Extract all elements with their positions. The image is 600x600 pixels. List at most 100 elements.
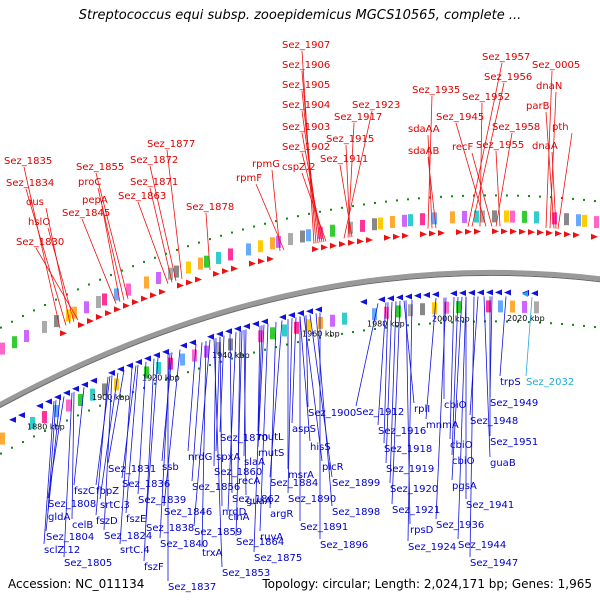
gene-label[interactable]: Sez_1836 <box>122 479 170 490</box>
gene-label[interactable]: Sez_1904 <box>282 100 330 111</box>
gene-label[interactable]: dnaN <box>536 81 562 92</box>
gene-label[interactable]: Sez_1947 <box>470 558 518 569</box>
gene-label[interactable]: Sez_1920 <box>390 484 438 495</box>
gene-label[interactable]: Sez_1906 <box>282 60 330 71</box>
gene-label[interactable]: Sez_1871 <box>130 177 178 188</box>
gene-label[interactable]: Sez_1872 <box>130 155 178 166</box>
gene-label[interactable]: mnmA <box>426 420 459 431</box>
gene-label[interactable]: pth <box>552 122 569 133</box>
gene-label[interactable]: hslO <box>28 217 50 228</box>
gene-label[interactable]: msrA <box>288 470 314 481</box>
gene-label[interactable]: aspS <box>292 424 316 435</box>
gene-label[interactable]: srtC.4 <box>120 545 150 556</box>
gene-label[interactable]: rpsD <box>410 525 434 536</box>
gene-label[interactable]: cbiO <box>452 456 475 467</box>
gene-label[interactable]: pepA <box>82 195 108 206</box>
gene-label[interactable]: nrdG <box>188 452 212 463</box>
gene-label[interactable]: Sez_2032 <box>526 377 574 388</box>
gene-label[interactable]: sclZ.12 <box>44 545 80 556</box>
gene-label[interactable]: Sez_1921 <box>392 505 440 516</box>
gene-label[interactable]: Sez_1831 <box>108 464 156 475</box>
gene-label[interactable]: fszE <box>126 514 146 525</box>
gene-label[interactable]: fbpZ <box>96 486 119 497</box>
gene-label[interactable]: Sez_1856 <box>192 482 240 493</box>
gene-label[interactable]: Sez_1951 <box>490 437 538 448</box>
gene-label[interactable]: Sez_1884 <box>270 478 318 489</box>
gene-label[interactable]: Sez_1957 <box>482 52 530 63</box>
gene-label[interactable]: Sez_1935 <box>412 85 460 96</box>
gene-label[interactable]: Sez_1907 <box>282 40 330 51</box>
gene-label[interactable]: Sez_1862 <box>232 494 280 505</box>
gene-label[interactable]: Sez_1877 <box>147 139 195 150</box>
gene-label[interactable]: Sez_1936 <box>436 520 484 531</box>
gene-label[interactable]: rpmF <box>236 173 262 184</box>
gene-label[interactable]: recF <box>452 142 474 153</box>
gene-label[interactable]: Sez_1902 <box>282 142 330 153</box>
gene-label[interactable]: Sez_1860 <box>214 467 262 478</box>
gene-labels[interactable]: Sez_1907 Sez_1906 Sez_1905 Sez_1904 Sez_1903… <box>4 40 580 593</box>
gene-label[interactable]: Sez_1834 <box>6 178 54 189</box>
gene-label[interactable]: gldA <box>48 512 70 523</box>
gene-label[interactable]: Sez_1916 <box>378 426 426 437</box>
gene-label[interactable]: ruvA <box>260 532 283 543</box>
gene-label[interactable]: fszD <box>96 516 118 527</box>
gene-label[interactable]: trxA <box>202 548 223 559</box>
gene-label[interactable]: Sez_1952 <box>462 92 510 103</box>
gene-label[interactable]: Sez_1859 <box>194 527 242 538</box>
gene-label[interactable]: Sez_1924 <box>408 542 456 553</box>
gene-label[interactable]: Sez_1911 <box>320 154 368 165</box>
gene-label[interactable]: Sez_1846 <box>164 507 212 518</box>
gene-label[interactable]: spxA <box>216 452 240 463</box>
gene-label[interactable]: Sez_1915 <box>326 134 374 145</box>
gene-label[interactable]: Sez_1945 <box>436 112 484 123</box>
gene-label[interactable]: Sez_1948 <box>470 416 518 427</box>
gene-label[interactable]: recA <box>238 476 261 487</box>
gene-label[interactable]: plcR <box>322 462 344 473</box>
gene-label[interactable]: cinA <box>228 512 250 523</box>
gene-label[interactable]: Sez_1949 <box>490 398 538 409</box>
gene-label[interactable]: trpS <box>500 377 521 388</box>
gene-label[interactable]: rplI <box>414 404 430 415</box>
gene-label[interactable]: Sez_1864 <box>236 537 284 548</box>
gene-label[interactable]: Sez_1824 <box>104 531 152 542</box>
gene-label[interactable]: Sez_1912 <box>356 407 404 418</box>
gene-label[interactable]: Sez_1804 <box>46 532 94 543</box>
gene-label[interactable]: Sez_1845 <box>62 208 110 219</box>
gene-label[interactable]: Sez_1896 <box>320 540 368 551</box>
gene-label[interactable]: Sez_1891 <box>300 522 348 533</box>
gene-label[interactable]: Sez_1941 <box>466 500 514 511</box>
gene-label[interactable]: dnaA <box>532 141 558 152</box>
gene-label[interactable]: guaB <box>490 458 516 469</box>
gene-label[interactable]: Sez_1853 <box>222 568 270 579</box>
gene-label[interactable]: Sez_1918 <box>384 444 432 455</box>
gene-label[interactable]: Sez_1899 <box>332 478 380 489</box>
gene-label[interactable]: Sez_1898 <box>332 507 380 518</box>
gene-label[interactable]: Sez_1919 <box>386 464 434 475</box>
gene-label[interactable]: Sez_1875 <box>254 553 302 564</box>
gene-label[interactable]: Sez_1808 <box>48 499 96 510</box>
gene-label[interactable]: rpmG <box>252 159 280 170</box>
gene-label[interactable]: Sez_1958 <box>492 122 540 133</box>
gene-label[interactable]: Sez_1900 <box>308 408 356 419</box>
gene-label[interactable]: nrdD <box>222 507 247 518</box>
gene-label[interactable]: Sez_1870 <box>220 433 268 444</box>
gene-label[interactable]: cbiO <box>444 400 467 411</box>
gene-label[interactable]: fszF <box>144 562 164 573</box>
gene-label[interactable]: ssb <box>162 462 179 473</box>
gene-label[interactable]: sdaAB <box>408 146 440 157</box>
gene-label[interactable]: Sez_1837 <box>168 582 216 593</box>
gene-label[interactable]: slaA <box>244 457 265 468</box>
gene-label[interactable]: cspZ.2 <box>282 162 315 173</box>
gene-label[interactable]: proC <box>78 177 101 188</box>
gene-label[interactable]: Sez_1923 <box>352 100 400 111</box>
gene-label[interactable]: mutL <box>258 432 284 443</box>
gene-label[interactable]: Sez_0005 <box>532 60 580 71</box>
gene-label[interactable]: parB <box>526 101 550 112</box>
gene-label[interactable]: dus <box>26 197 44 208</box>
gene-label[interactable]: Sez_1917 <box>334 112 382 123</box>
gene-label[interactable]: Sez_1840 <box>160 539 208 550</box>
gene-label[interactable]: Sez_1905 <box>282 80 330 91</box>
gene-label[interactable]: Sez_1863 <box>118 191 166 202</box>
gene-label[interactable]: Sez_1835 <box>4 156 52 167</box>
gene-label[interactable]: argR <box>270 509 293 520</box>
